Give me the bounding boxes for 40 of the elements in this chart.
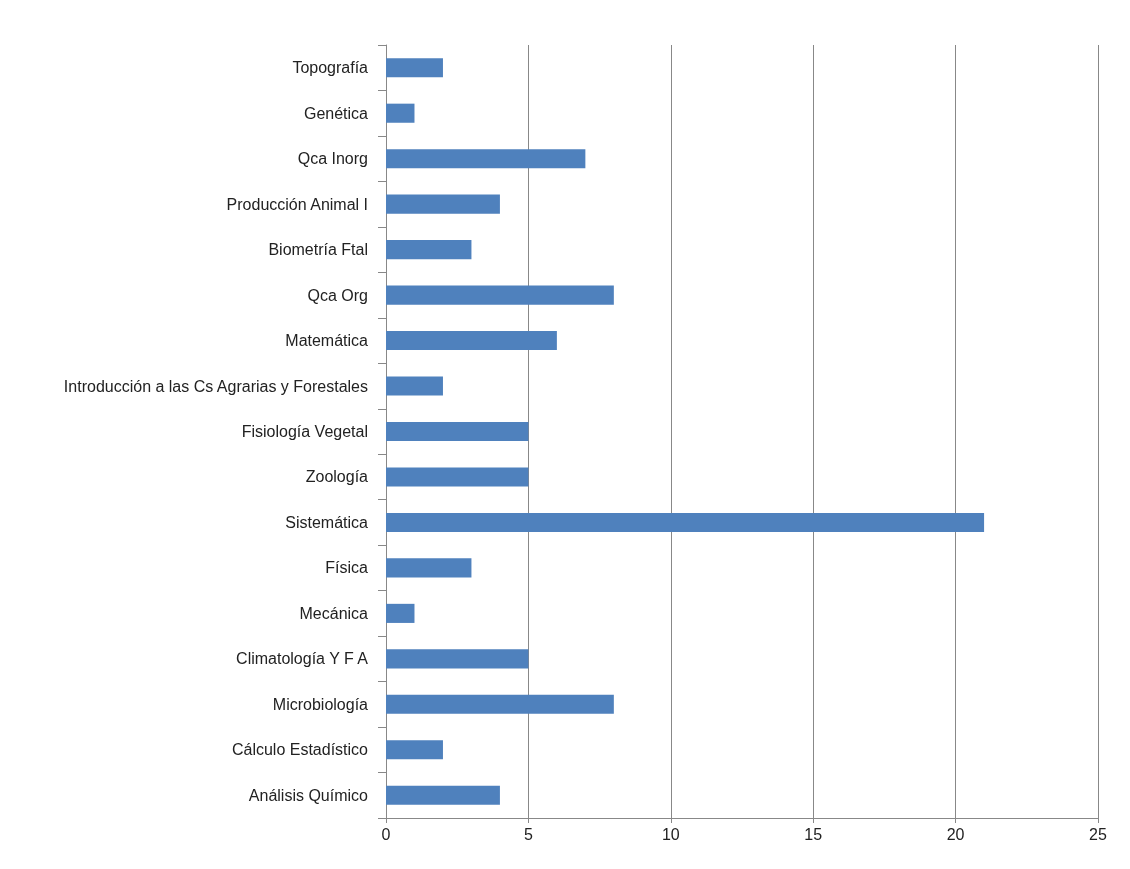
y-tick-label: Análisis Químico bbox=[248, 786, 369, 804]
y-tick-label: Topografía bbox=[292, 59, 369, 77]
bar bbox=[386, 331, 557, 351]
bar bbox=[386, 103, 415, 123]
x-tick-label: 5 bbox=[523, 825, 533, 843]
y-tick-label: Fisiología Vegetal bbox=[241, 423, 368, 440]
bar bbox=[386, 740, 443, 760]
x-tick-label: 10 bbox=[661, 825, 680, 843]
y-tick-label: Mecánica bbox=[299, 604, 369, 622]
x-tick-label: 0 bbox=[381, 825, 391, 843]
bar bbox=[386, 240, 472, 260]
bar bbox=[386, 285, 614, 305]
y-tick-label: Sistemática bbox=[285, 513, 369, 531]
y-tick-label: Cálculo Estadístico bbox=[231, 741, 369, 759]
y-tick-label: Producción Animal I bbox=[226, 195, 368, 213]
y-tick-label: Introducción a las Cs Agrarias y Forestales bbox=[63, 377, 368, 395]
bar bbox=[386, 785, 500, 805]
y-tick-label: Climatología Y F A bbox=[236, 650, 369, 668]
y-tick-label: Genética bbox=[303, 104, 369, 122]
y-tick-label: Qca Inorg bbox=[297, 150, 368, 168]
y-tick-label: Biometría Ftal bbox=[268, 241, 368, 259]
bar bbox=[386, 58, 443, 78]
bar bbox=[386, 512, 985, 532]
bar bbox=[386, 421, 529, 442]
bar bbox=[386, 467, 529, 487]
bar bbox=[386, 149, 586, 169]
bar bbox=[386, 376, 443, 396]
bar bbox=[386, 558, 472, 578]
bar bbox=[386, 194, 500, 214]
y-tick-label: Matemática bbox=[285, 332, 369, 350]
bar bbox=[386, 694, 614, 714]
y-tick-label: Qca Org bbox=[307, 286, 368, 304]
x-tick-label: 25 bbox=[1089, 825, 1107, 843]
x-tick-label: 15 bbox=[804, 825, 823, 843]
y-tick-label: Zoología bbox=[305, 468, 369, 486]
y-tick-label: Física bbox=[325, 559, 369, 577]
x-tick-label: 20 bbox=[946, 825, 965, 843]
bar bbox=[386, 603, 415, 623]
y-tick-label: Microbiología bbox=[272, 695, 369, 713]
bar bbox=[386, 649, 529, 669]
